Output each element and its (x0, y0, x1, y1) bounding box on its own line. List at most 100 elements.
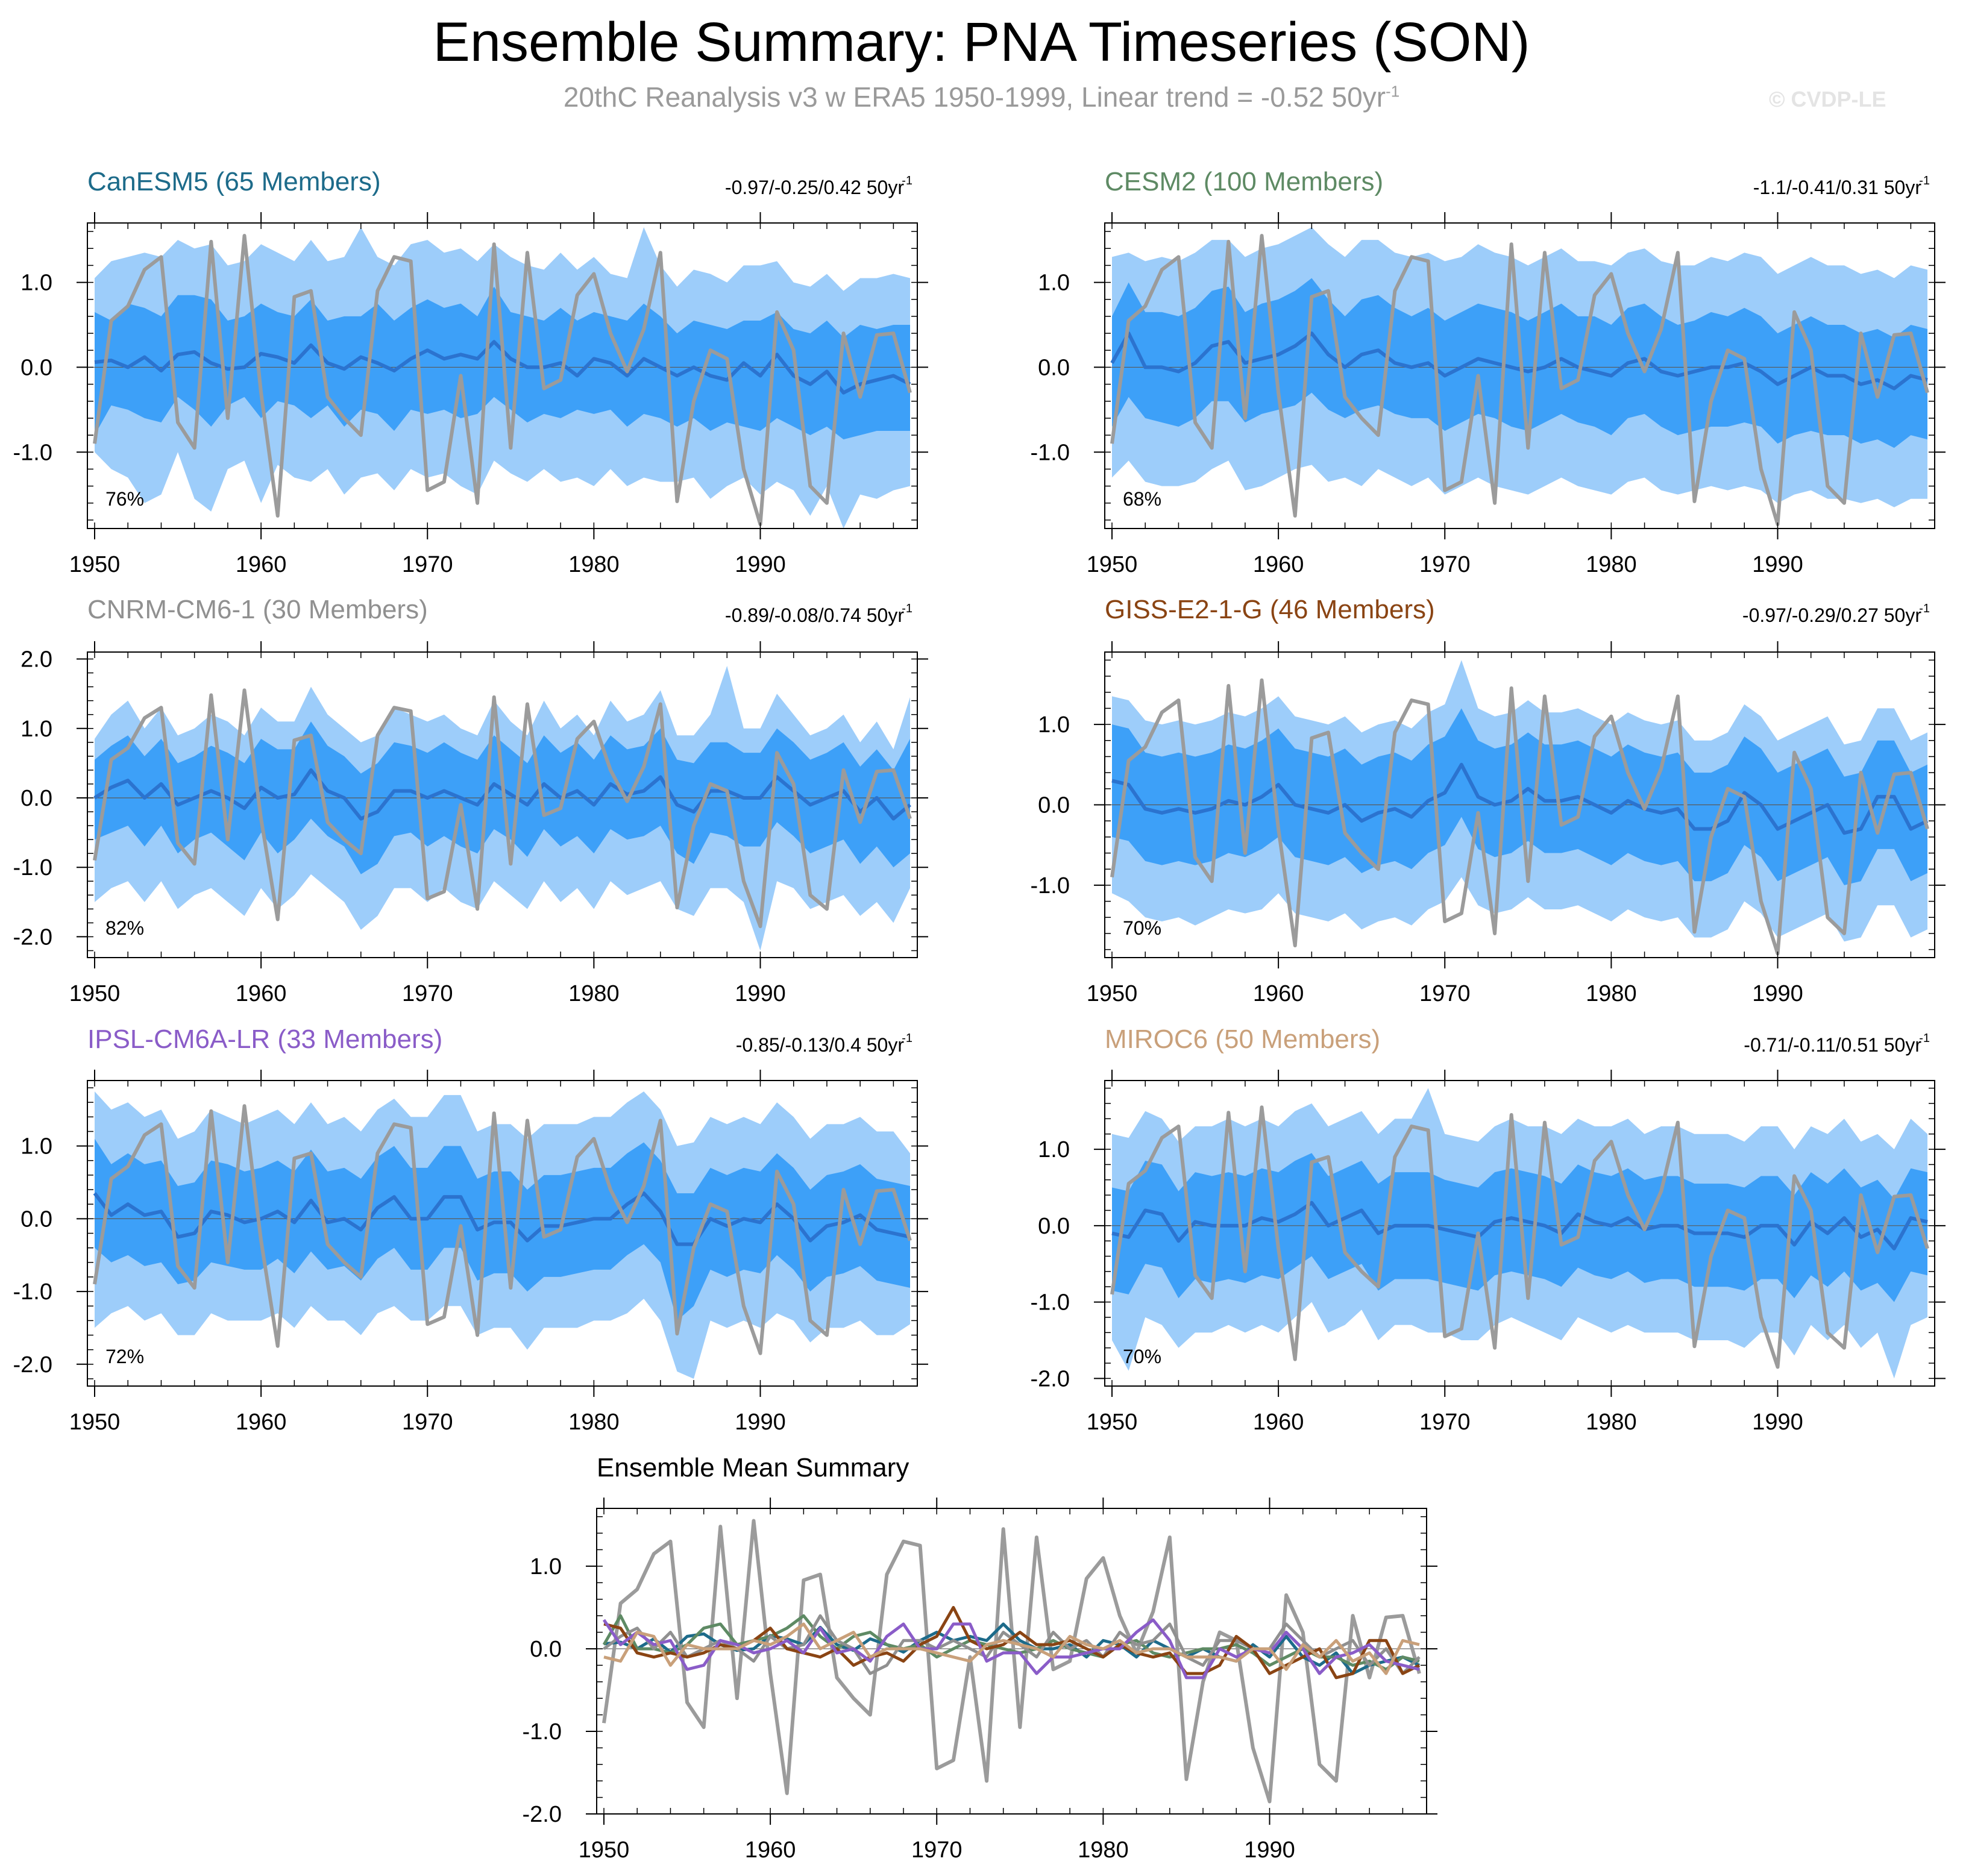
copyright-watermark: © CVDP-LE (1769, 87, 1886, 111)
panel-cnrm-cm6-1: CNRM-CM6-1 (30 Members) -0.89/-0.08/0.74 … (13, 595, 928, 1006)
y-tick-label: 2.0 (20, 647, 52, 673)
x-tick-label: 1980 (568, 1410, 620, 1435)
x-tick-label: 1970 (402, 1410, 453, 1435)
x-tick-label: 1980 (1586, 1410, 1637, 1435)
percent-label: 82% (105, 917, 144, 939)
plot-frame (596, 1508, 1427, 1815)
trend-superscript: -1 (1919, 602, 1930, 615)
y-tick-label: -2.0 (13, 1352, 52, 1378)
x-tick-label: 1990 (735, 981, 786, 1006)
x-tick-label: 1950 (69, 981, 121, 1006)
panel-title: GISS-E2-1-G (46 Members) (1105, 595, 1435, 624)
panel-title: CanESM5 (65 Members) (87, 167, 381, 196)
figure-subtitle: 20thC Reanalysis v3 w ERA5 1950-1999, Li… (0, 81, 1963, 113)
y-tick-label: 1.0 (1038, 712, 1070, 738)
x-tick-label: 1980 (568, 552, 620, 577)
y-tick-label: 0.0 (20, 1206, 52, 1232)
percent-label: 70% (1123, 917, 1161, 939)
y-tick-label: 0.0 (530, 1637, 562, 1662)
mean-line-cesm2 (602, 1614, 1420, 1671)
observed-line (1110, 678, 1929, 956)
panel-title: Ensemble Mean Summary (597, 1453, 909, 1482)
trend-label: -0.97/-0.29/0.27 50yr (1742, 604, 1921, 626)
x-tick-label: 1970 (402, 552, 453, 577)
percent-label: 68% (1123, 488, 1161, 510)
trend-superscript: -1 (1919, 1032, 1930, 1045)
y-tick-label: 0.0 (20, 786, 52, 811)
mean-line-miroc6 (603, 1622, 1420, 1675)
ensemble-mean-line (1110, 331, 1928, 391)
y-tick-label: 0.0 (1038, 1214, 1070, 1239)
y-tick-label: 0.0 (20, 355, 52, 380)
x-tick-label: 1970 (1419, 552, 1471, 577)
y-tick-label: 1.0 (20, 1134, 52, 1159)
trend-superscript: -1 (902, 1032, 912, 1045)
plot-frame-border (1104, 1080, 1935, 1387)
y-tick-label: -1.0 (1031, 1290, 1070, 1316)
x-tick-label: 1960 (1253, 552, 1304, 577)
band-10-90 (95, 1138, 910, 1321)
observed-line (1110, 234, 1929, 526)
x-tick-label: 1950 (69, 552, 121, 577)
x-tick-label: 1960 (236, 552, 287, 577)
y-tick-label: 1.0 (1038, 271, 1070, 296)
figure-title: Ensemble Summary: PNA Timeseries (SON) (433, 11, 1530, 73)
x-tick-label: 1960 (745, 1837, 796, 1863)
y-tick-label: 1.0 (530, 1554, 562, 1580)
panel-title: CESM2 (100 Members) (1105, 167, 1383, 196)
trend-label: -0.89/-0.08/0.74 50yr (725, 604, 904, 626)
x-tick-label: 1970 (1419, 1410, 1471, 1435)
y-tick-label: 0.0 (1038, 355, 1070, 380)
x-tick-label: 1960 (236, 1410, 287, 1435)
x-tick-label: 1990 (1244, 1837, 1295, 1863)
x-tick-label: 1960 (1253, 981, 1304, 1006)
y-tick-label: -1.0 (13, 1279, 52, 1305)
percent-label: 72% (105, 1346, 144, 1367)
plot-frame-border (87, 222, 918, 529)
y-tick-label: 0.0 (1038, 793, 1070, 818)
x-tick-label: 1970 (1419, 981, 1471, 1006)
x-tick-label: 1990 (1752, 1410, 1803, 1435)
y-tick-label: -2.0 (13, 924, 52, 950)
y-tick-label: 1.0 (20, 271, 52, 296)
panel-giss-e2-1-g: GISS-E2-1-G (46 Members) -0.97/-0.29/0.27… (1031, 595, 1946, 1006)
y-tick-label: 1.0 (20, 717, 52, 742)
trend-label: -1.1/-0.41/0.31 50yr (1753, 177, 1922, 198)
x-tick-label: 1990 (1752, 552, 1803, 577)
subtitle-superscript: -1 (1386, 82, 1400, 101)
x-tick-label: 1950 (579, 1837, 630, 1863)
observed-line (93, 688, 912, 929)
y-tick-label: -1.0 (13, 440, 52, 465)
x-tick-label: 1960 (1253, 1410, 1304, 1435)
observed-line (1110, 1105, 1929, 1369)
trend-superscript: -1 (902, 602, 912, 615)
x-tick-label: 1950 (1087, 552, 1138, 577)
x-tick-label: 1950 (69, 1410, 121, 1435)
band-10-90 (1112, 1153, 1927, 1302)
panel-canesm5: CanESM5 (65 Members) -0.97/-0.25/0.42 50y… (13, 167, 928, 577)
plot-frame-border (1104, 222, 1935, 529)
y-tick-label: -1.0 (523, 1719, 562, 1745)
trend-superscript: -1 (902, 174, 912, 187)
percent-label: 70% (1123, 1346, 1161, 1367)
x-tick-label: 1980 (1586, 552, 1637, 577)
x-tick-label: 1970 (911, 1837, 963, 1863)
panel-title: MIROC6 (50 Members) (1105, 1024, 1380, 1054)
trend-label: -0.97/-0.25/0.42 50yr (725, 177, 904, 198)
y-tick-label: -1.0 (13, 855, 52, 880)
plot-frame-border (596, 1508, 1427, 1815)
x-tick-label: 1950 (1087, 1410, 1138, 1435)
panel-ensemble-mean-summary: Ensemble Mean Summary 1950 1960 1970 1980 199… (523, 1453, 1437, 1863)
x-tick-label: 1990 (1752, 981, 1803, 1006)
x-tick-label: 1980 (568, 981, 620, 1006)
x-tick-label: 1990 (735, 552, 786, 577)
panel-title: IPSL-CM6A-LR (33 Members) (87, 1024, 442, 1054)
panel-cesm2: CESM2 (100 Members) -1.1/-0.41/0.31 50yr-… (1031, 167, 1946, 577)
x-tick-label: 1950 (1087, 981, 1138, 1006)
y-tick-label: -1.0 (1031, 440, 1070, 465)
panel-title: CNRM-CM6-1 (30 Members) (87, 595, 428, 624)
observed-line (93, 1104, 912, 1355)
trend-superscript: -1 (1919, 174, 1930, 187)
y-tick-label: -1.0 (1031, 873, 1070, 899)
